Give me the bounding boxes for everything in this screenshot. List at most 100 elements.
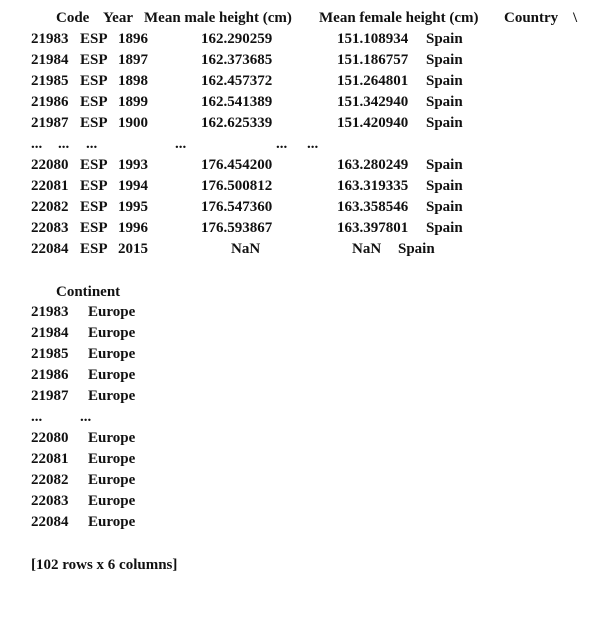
header-mean-male-height: Mean male height (cm) [144, 10, 292, 26]
continent-cell: Europe [88, 514, 136, 530]
code-cell: ... [58, 136, 70, 152]
table-row: 22080 Europe [0, 428, 135, 449]
header-country: Country [504, 10, 559, 26]
row-index: 21986 [31, 94, 69, 110]
row-index: 22084 [31, 241, 69, 257]
table-row: 21984 ESP 1897 162.373685 151.186757 Spa… [0, 50, 463, 71]
continent-cell: Europe [88, 325, 136, 341]
table-row: 22081 ESP 1994 176.500812 163.319335 Spa… [0, 176, 463, 197]
table-row: 22080 ESP 1993 176.454200 163.280249 Spa… [0, 155, 463, 176]
country-cell: Spain [426, 157, 463, 173]
country-cell: Spain [426, 199, 463, 215]
code-cell: ESP [80, 241, 108, 257]
row-index: 21987 [31, 388, 69, 404]
table-row: 21987 Europe [0, 386, 135, 407]
code-cell: ESP [80, 178, 108, 194]
ellipsis-row: ... ... [0, 407, 91, 428]
country-cell: ... [307, 136, 319, 152]
row-index: 22084 [31, 514, 69, 530]
male-height-cell: 176.500812 [201, 178, 273, 194]
row-index: 22081 [31, 178, 69, 194]
row-index: ... [31, 409, 43, 425]
male-height-cell: ... [175, 136, 187, 152]
male-height-cell: 162.457372 [201, 73, 273, 89]
country-cell: Spain [426, 115, 463, 131]
country-cell: Spain [426, 220, 463, 236]
row-count-summary: [102 rows x 6 columns] [0, 555, 177, 576]
year-cell: ... [86, 136, 98, 152]
male-height-cell: 162.625339 [201, 115, 273, 131]
table-row: 22083 Europe [0, 491, 135, 512]
row-index: 21986 [31, 367, 69, 383]
year-cell: 2015 [118, 241, 148, 257]
table-row: 22083 ESP 1996 176.593867 163.397801 Spa… [0, 218, 463, 239]
continent-cell: Europe [88, 367, 136, 383]
country-cell: Spain [398, 241, 435, 257]
year-cell: 1898 [118, 73, 148, 89]
row-index: 22080 [31, 430, 69, 446]
table-row: 21987 ESP 1900 162.625339 151.420940 Spa… [0, 113, 463, 134]
row-index: 22083 [31, 493, 69, 509]
country-cell: Spain [426, 31, 463, 47]
continent-cell: Europe [88, 472, 136, 488]
code-cell: ESP [80, 115, 108, 131]
country-cell: Spain [426, 52, 463, 68]
table1-header-row: Code Year Mean male height (cm) Mean fem… [0, 8, 577, 29]
code-cell: ESP [80, 52, 108, 68]
code-cell: ESP [80, 199, 108, 215]
female-height-cell: 151.186757 [337, 52, 409, 68]
continent-cell: Europe [88, 430, 136, 446]
year-cell: 1995 [118, 199, 148, 215]
row-index: 22082 [31, 472, 69, 488]
code-cell: ESP [80, 220, 108, 236]
table-row: 22081 Europe [0, 449, 135, 470]
male-height-cell: NaN [231, 241, 261, 257]
row-index: 22083 [31, 220, 69, 236]
year-cell: 1996 [118, 220, 148, 236]
table-row: 21983 Europe [0, 302, 135, 323]
table-row: 22084 ESP 2015 NaN NaN Spain [0, 239, 435, 260]
continent-cell: Europe [88, 346, 136, 362]
female-height-cell: 151.264801 [337, 73, 409, 89]
male-height-cell: 162.373685 [201, 52, 273, 68]
table-row: 21986 Europe [0, 365, 135, 386]
header-continuation-marker: \ [573, 10, 578, 26]
header-mean-female-height: Mean female height (cm) [319, 10, 479, 26]
header-code: Code [56, 10, 90, 26]
year-cell: 1900 [118, 115, 148, 131]
header-year: Year [103, 10, 133, 26]
year-cell: 1899 [118, 94, 148, 110]
row-index: 21987 [31, 115, 69, 131]
table2-header-row: Continent [0, 282, 120, 303]
row-index: 22081 [31, 451, 69, 467]
country-cell: Spain [426, 94, 463, 110]
dataframe-output: Code Year Mean male height (cm) Mean fem… [0, 8, 577, 576]
year-cell: 1994 [118, 178, 148, 194]
table-row: 21986 ESP 1899 162.541389 151.342940 Spa… [0, 92, 463, 113]
continent-cell: ... [80, 409, 92, 425]
code-cell: ESP [80, 73, 108, 89]
continent-cell: Europe [88, 451, 136, 467]
row-index: 21985 [31, 73, 69, 89]
male-height-cell: 162.290259 [201, 31, 273, 47]
table-row: 22082 ESP 1995 176.547360 163.358546 Spa… [0, 197, 463, 218]
row-index: 21984 [31, 325, 69, 341]
male-height-cell: 176.454200 [201, 157, 273, 173]
row-index: 21983 [31, 304, 69, 320]
row-count-text: [102 rows x 6 columns] [31, 557, 178, 573]
female-height-cell: 163.397801 [337, 220, 409, 236]
ellipsis-row: ... ... ... ... ... ... [0, 134, 318, 155]
male-height-cell: 162.541389 [201, 94, 273, 110]
table-row: 21984 Europe [0, 323, 135, 344]
female-height-cell: 163.280249 [337, 157, 409, 173]
table-row: 22082 Europe [0, 470, 135, 491]
code-cell: ESP [80, 31, 108, 47]
year-cell: 1897 [118, 52, 148, 68]
male-height-cell: 176.547360 [201, 199, 273, 215]
country-cell: Spain [426, 73, 463, 89]
continent-cell: Europe [88, 388, 136, 404]
table-row: 21983 ESP 1896 162.290259 151.108934 Spa… [0, 29, 463, 50]
female-height-cell: 163.358546 [337, 199, 409, 215]
row-index: 21984 [31, 52, 69, 68]
row-index: 22082 [31, 199, 69, 215]
